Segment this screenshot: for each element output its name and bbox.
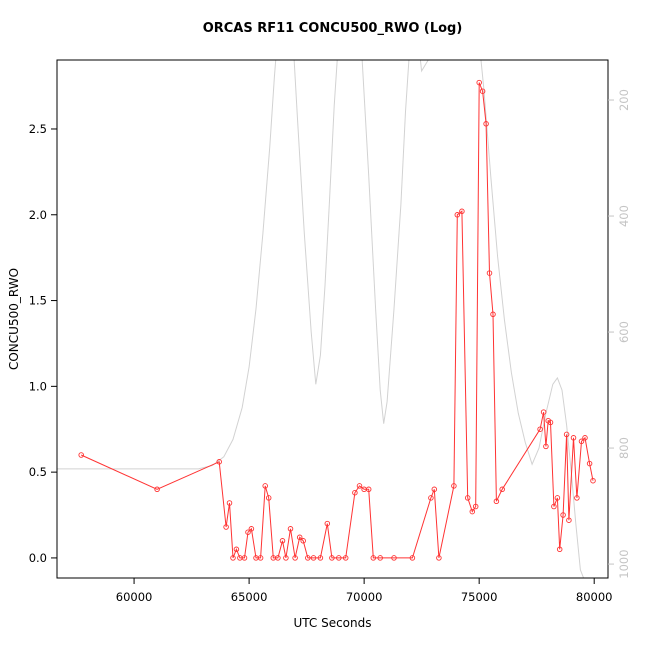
- data-point-marker: [547, 419, 554, 426]
- data-point-marker: [476, 79, 482, 86]
- data-point-marker: [537, 426, 543, 432]
- data-point-marker: [486, 270, 493, 276]
- data-point-marker: [154, 486, 160, 493]
- y-left-tick-label: 2.5: [29, 122, 47, 136]
- data-point-marker: [283, 555, 289, 561]
- y-right-tick-label: 800: [617, 437, 631, 459]
- data-point-marker: [342, 555, 349, 561]
- y-right-tick-label: 1000: [617, 549, 631, 578]
- data-point-marker: [230, 555, 236, 561]
- y-right-tick-label: 600: [617, 321, 631, 343]
- data-point-marker: [409, 555, 416, 561]
- data-point-marker: [493, 498, 500, 505]
- data-point-marker: [590, 477, 596, 484]
- x-tick-label: 75000: [461, 590, 498, 604]
- series-line-CONCU500_RWO: [80, 82, 594, 559]
- x-tick-label: 60000: [116, 590, 153, 604]
- data-point-marker: [391, 555, 397, 561]
- data-point-marker: [560, 512, 566, 518]
- data-point-marker: [483, 121, 489, 127]
- data-point-marker: [296, 534, 303, 541]
- y-left-tick-label: 0.0: [29, 551, 47, 565]
- data-point-marker: [216, 459, 222, 465]
- data-point-marker: [570, 435, 577, 441]
- data-point-marker: [469, 508, 476, 515]
- data-point-marker: [78, 452, 84, 458]
- data-point-marker: [245, 529, 251, 535]
- data-point-marker: [305, 555, 311, 561]
- data-point-marker: [574, 495, 580, 501]
- data-point-marker: [490, 311, 496, 318]
- data-point-marker: [479, 88, 486, 94]
- data-point-marker: [451, 483, 457, 489]
- x-axis-label: UTC Seconds: [293, 616, 372, 630]
- plot-border: [56, 59, 609, 579]
- data-point-marker: [582, 435, 588, 441]
- data-point-marker: [428, 495, 434, 501]
- data-point-marker: [275, 555, 281, 561]
- data-point-marker: [543, 443, 549, 450]
- y-right-tick-label: 200: [617, 89, 631, 111]
- y-left-tick-label: 1.5: [29, 294, 47, 308]
- x-tick-label: 80000: [576, 590, 613, 604]
- data-point-marker: [226, 500, 233, 506]
- data-point-marker: [578, 438, 585, 445]
- data-point-marker: [356, 483, 363, 489]
- x-tick-label: 70000: [346, 590, 383, 604]
- data-point-marker: [551, 503, 557, 510]
- data-point-marker: [292, 555, 298, 561]
- data-point-marker: [310, 555, 317, 561]
- data-point-marker: [472, 503, 479, 510]
- data-point-marker: [241, 555, 248, 561]
- data-point-marker: [233, 546, 240, 553]
- data-point-marker: [554, 495, 561, 501]
- y-left-tick-label: 1.0: [29, 379, 47, 393]
- data-point-marker: [586, 460, 593, 467]
- data-point-marker: [436, 555, 442, 561]
- data-point-marker: [377, 555, 383, 561]
- data-point-marker: [464, 495, 471, 501]
- chart-title: ORCAS RF11 CONCU500_RWO (Log): [202, 21, 463, 36]
- data-point-marker: [265, 495, 272, 501]
- data-point-marker: [431, 486, 438, 493]
- data-point-marker: [459, 208, 465, 215]
- y-left-tick-label: 2.0: [29, 208, 47, 222]
- data-point-marker: [352, 489, 358, 496]
- data-point-marker: [248, 526, 255, 532]
- data-point-marker: [262, 483, 268, 489]
- data-point-marker: [365, 486, 372, 493]
- series-line-secondary-gray-trace: [57, 60, 585, 578]
- data-point-marker: [279, 538, 286, 544]
- data-point-marker: [336, 555, 342, 561]
- y-left-tick-label: 0.5: [29, 465, 47, 479]
- data-point-marker: [300, 538, 306, 544]
- data-point-marker: [257, 555, 264, 561]
- data-point-marker: [223, 524, 229, 530]
- data-point-marker: [556, 546, 563, 553]
- y-right-tick-label: 400: [617, 205, 631, 227]
- data-point-marker: [454, 212, 461, 218]
- data-point-marker: [499, 486, 505, 493]
- data-point-marker: [287, 526, 294, 532]
- data-point-marker: [317, 555, 324, 561]
- data-point-marker: [329, 555, 335, 561]
- data-point-marker: [566, 517, 572, 523]
- data-point-marker: [324, 520, 331, 527]
- data-point-marker: [540, 409, 547, 415]
- data-point-marker: [370, 555, 377, 561]
- x-tick-label: 65000: [231, 590, 268, 604]
- data-point-marker: [563, 431, 570, 438]
